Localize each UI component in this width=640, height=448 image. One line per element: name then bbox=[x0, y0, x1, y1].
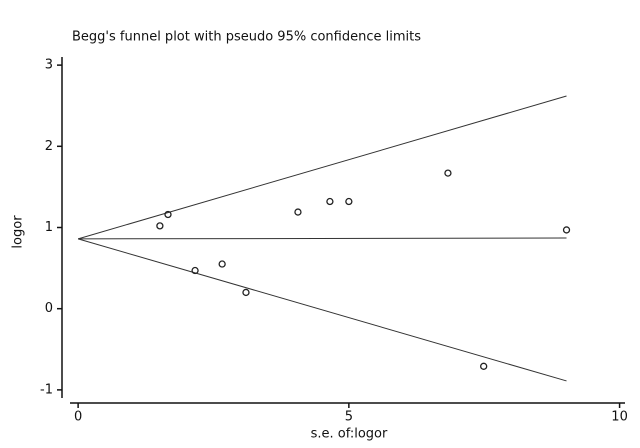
point bbox=[156, 222, 164, 230]
point bbox=[345, 197, 353, 206]
x-tick-label: 0 bbox=[74, 410, 82, 425]
point bbox=[242, 288, 250, 297]
point bbox=[480, 362, 488, 370]
point bbox=[326, 197, 334, 206]
x-tick-label: 5 bbox=[345, 410, 353, 425]
point bbox=[218, 260, 226, 268]
funnel-line bbox=[77, 238, 567, 382]
point bbox=[444, 169, 452, 177]
x-tick-label: 10 bbox=[611, 410, 628, 425]
y-tick-label: 3 bbox=[45, 58, 53, 73]
y-axis-label: logor bbox=[11, 215, 26, 249]
point bbox=[294, 208, 302, 216]
y-tick-label: -1 bbox=[40, 382, 53, 397]
chart-title: Begg's funnel plot with pseudo 95% confi… bbox=[72, 30, 421, 45]
point bbox=[191, 266, 199, 275]
funnel-line bbox=[78, 237, 567, 240]
x-axis-label: s.e. of:logor bbox=[311, 427, 388, 442]
y-tick-label: 0 bbox=[45, 301, 53, 316]
funnel-line bbox=[77, 95, 567, 240]
y-tick-label: 1 bbox=[45, 220, 53, 235]
point bbox=[562, 226, 571, 234]
y-tick-label: 2 bbox=[45, 139, 53, 154]
point bbox=[164, 210, 172, 219]
